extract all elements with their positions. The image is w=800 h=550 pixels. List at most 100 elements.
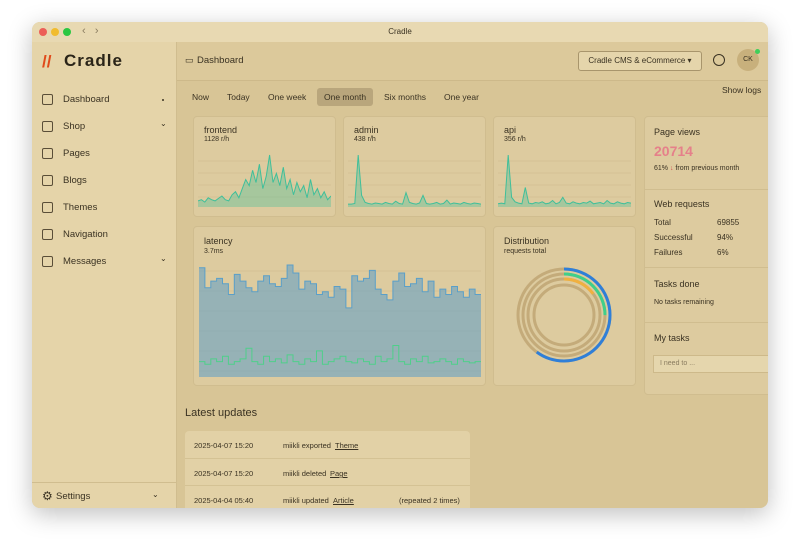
- distribution-card: Distribution requests total: [493, 226, 636, 386]
- nav-item[interactable]: Pages: [32, 144, 176, 164]
- avatar[interactable]: CK: [737, 49, 759, 71]
- logo: Cradle: [64, 51, 123, 70]
- update-link[interactable]: Page: [330, 469, 348, 478]
- card-title: api: [504, 125, 517, 135]
- latency-chart: [199, 264, 481, 377]
- change-note: from previous month: [675, 165, 740, 172]
- web-value: 6%: [717, 248, 729, 257]
- nav-item[interactable]: Themes: [32, 198, 176, 218]
- sparkline: [198, 154, 331, 207]
- store-select[interactable]: Cradle CMS & eCommerce ▾: [578, 51, 702, 71]
- tasks-note: No tasks remaining: [654, 299, 714, 306]
- range-button[interactable]: One week: [268, 92, 307, 102]
- card-subtitle: 438 r/h: [354, 136, 376, 143]
- breadcrumb: Dashboard: [197, 55, 244, 66]
- sparkline-area: [348, 155, 481, 207]
- nav-item[interactable]: Messages ⌄: [32, 252, 176, 272]
- sparkline-line: [498, 154, 631, 205]
- nav-label: Blogs: [63, 175, 87, 186]
- updates-title: Latest updates: [185, 407, 258, 419]
- sparkline-card: frontend 1128 r/h: [193, 116, 336, 217]
- range-button[interactable]: One year: [444, 92, 479, 102]
- sparkline-line: [198, 154, 331, 203]
- web-title: Web requests: [654, 199, 710, 209]
- update-text: miikli exported: [283, 441, 331, 450]
- web-value: 94%: [717, 233, 734, 242]
- zoom[interactable]: [63, 28, 71, 36]
- nav-label: Themes: [63, 202, 98, 213]
- update-row: 2025-04-04 05:40 miikli updated Article (re…: [185, 485, 470, 508]
- web-value: 69855: [717, 218, 740, 227]
- card-title: frontend: [204, 125, 238, 135]
- pageviews-change: 61% ↓ from previous month: [654, 165, 739, 172]
- nav-label: Dashboard: [63, 94, 110, 105]
- minimize[interactable]: [51, 28, 59, 36]
- divider: [645, 322, 768, 323]
- update-link[interactable]: Article: [333, 496, 354, 505]
- change: 61%: [654, 165, 669, 172]
- nav-item[interactable]: Dashboard: [32, 90, 176, 110]
- sidebar: // Cradle Dashboard Shop ⌄ Pages Blogs Themes…: [32, 42, 177, 508]
- divider: [645, 267, 768, 268]
- task-input[interactable]: I need to ...: [653, 355, 768, 373]
- nav-icon: [42, 121, 53, 132]
- sparkline-card: api 356 r/h: [493, 116, 636, 217]
- nav-icon: [42, 175, 53, 186]
- sparkline-area: [198, 155, 331, 207]
- updates-table: 2025-04-07 15:20 miikli exported Theme 2025…: [185, 431, 470, 508]
- close[interactable]: [39, 28, 47, 36]
- ring: [516, 267, 612, 363]
- nav-label: Pages: [63, 148, 90, 159]
- web-label: Total: [654, 218, 671, 227]
- card-title: Distribution: [504, 236, 550, 246]
- nav-label: Navigation: [63, 229, 108, 240]
- card-subtitle: 3.7ms: [204, 248, 224, 255]
- update-date: 2025-04-04 05:40: [194, 496, 254, 505]
- active-dot: [162, 99, 164, 101]
- app-window: ‹ › Cradle // Cradle Dashboard Shop ⌄ Pages…: [32, 22, 768, 508]
- nav-item[interactable]: Blogs: [32, 171, 176, 191]
- nav-icon: [42, 148, 53, 159]
- web-label: Successful: [654, 233, 693, 242]
- breadcrumb-icon: ▭: [185, 55, 194, 65]
- nav-arrows[interactable]: ‹ ›: [82, 25, 99, 37]
- range-button[interactable]: Six months: [384, 92, 427, 102]
- nav-item[interactable]: Navigation: [32, 225, 176, 245]
- divider: [645, 189, 768, 190]
- sparkline: [498, 154, 631, 207]
- update-text: miikli deleted: [283, 469, 327, 478]
- range-button[interactable]: Today: [227, 92, 250, 102]
- update-row: 2025-04-07 15:20 miikli exported Theme: [185, 431, 470, 458]
- account-icon[interactable]: [713, 54, 725, 66]
- mytasks-title: My tasks: [654, 333, 690, 343]
- ring: [521, 272, 607, 358]
- sparkline-line: [348, 154, 481, 205]
- stats-panel: Page views 20714 61% ↓ from previous mon…: [644, 116, 768, 395]
- pageviews-value: 20714: [654, 143, 693, 159]
- pageviews-title: Page views: [654, 127, 701, 137]
- status-dot: [755, 49, 760, 54]
- range-button[interactable]: One month: [317, 88, 374, 106]
- logo-mark: //: [42, 52, 52, 71]
- nav-icon: [42, 256, 53, 267]
- range-button[interactable]: Now: [192, 92, 210, 102]
- update-date: 2025-04-07 15:20: [194, 469, 254, 478]
- window-title: Cradle: [388, 27, 412, 36]
- chevron: ⌄: [160, 254, 167, 263]
- nav-icon: [42, 229, 53, 240]
- nav-item[interactable]: Shop ⌄: [32, 117, 176, 137]
- update-link[interactable]: Theme: [335, 441, 359, 450]
- nav-label: Shop: [63, 121, 86, 132]
- web-label: Failures: [654, 248, 683, 257]
- down-arrow: ↓: [669, 165, 674, 172]
- latency-line: [199, 264, 481, 309]
- latency-card: latency 3.7ms: [193, 226, 486, 386]
- card-subtitle: requests total: [504, 248, 547, 255]
- tasks-title: Tasks done: [654, 279, 700, 289]
- show-logs[interactable]: Show logs: [722, 85, 762, 95]
- chevron: ⌄: [160, 119, 167, 128]
- store-name: Cradle CMS & eCommerce: [588, 56, 686, 65]
- update-row: 2025-04-07 15:20 miikli deleted Page: [185, 458, 470, 486]
- settings[interactable]: ⚙ Settings ⌄: [32, 482, 176, 508]
- chevron: ⌄: [152, 490, 159, 499]
